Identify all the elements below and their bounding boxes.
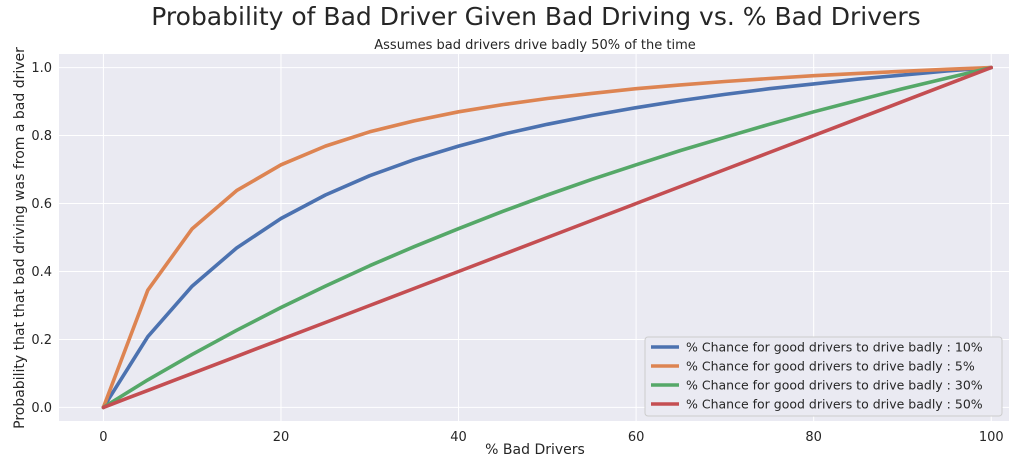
y-tick-label: 0.8 <box>31 129 52 144</box>
x-tick-labels: 0 20 40 60 80 100 <box>99 430 1003 445</box>
legend-label-4: % Chance for good drivers to drive badly… <box>686 397 983 412</box>
chart-subtitle: Assumes bad drivers drive badly 50% of t… <box>374 38 695 53</box>
y-axis-label: Probability that that bad driving was fr… <box>12 47 28 429</box>
legend-label-2: % Chance for good drivers to drive badly… <box>686 359 975 374</box>
series-line-4 <box>101 65 994 410</box>
legend-label-1: % Chance for good drivers to drive badly… <box>686 340 983 355</box>
x-tick-label: 100 <box>979 430 1004 445</box>
y-tick-label: 1.0 <box>31 61 52 76</box>
series-line-3 <box>101 65 994 410</box>
x-tick-label: 0 <box>99 430 107 445</box>
x-tick-label: 80 <box>805 430 822 445</box>
legend-label-3: % Chance for good drivers to drive badly… <box>686 378 983 393</box>
series-line-2 <box>101 65 994 410</box>
y-tick-label: 0.0 <box>31 401 52 416</box>
y-tick-label: 0.4 <box>31 265 52 280</box>
chart-title: Probability of Bad Driver Given Bad Driv… <box>151 2 920 31</box>
y-tick-label: 0.6 <box>31 197 52 212</box>
x-axis-label: % Bad Drivers <box>485 442 585 457</box>
series-lines <box>101 65 994 410</box>
x-tick-label: 60 <box>628 430 645 445</box>
legend-box <box>644 336 1003 417</box>
legend: % Chance for good drivers to drive badly… <box>644 336 1003 417</box>
x-tick-label: 40 <box>450 430 467 445</box>
y-tick-label: 0.2 <box>31 333 52 348</box>
series-line-1 <box>101 65 994 410</box>
y-tick-labels: 0.0 0.2 0.4 0.6 0.8 1.0 <box>31 61 52 416</box>
x-tick-label: 20 <box>273 430 290 445</box>
